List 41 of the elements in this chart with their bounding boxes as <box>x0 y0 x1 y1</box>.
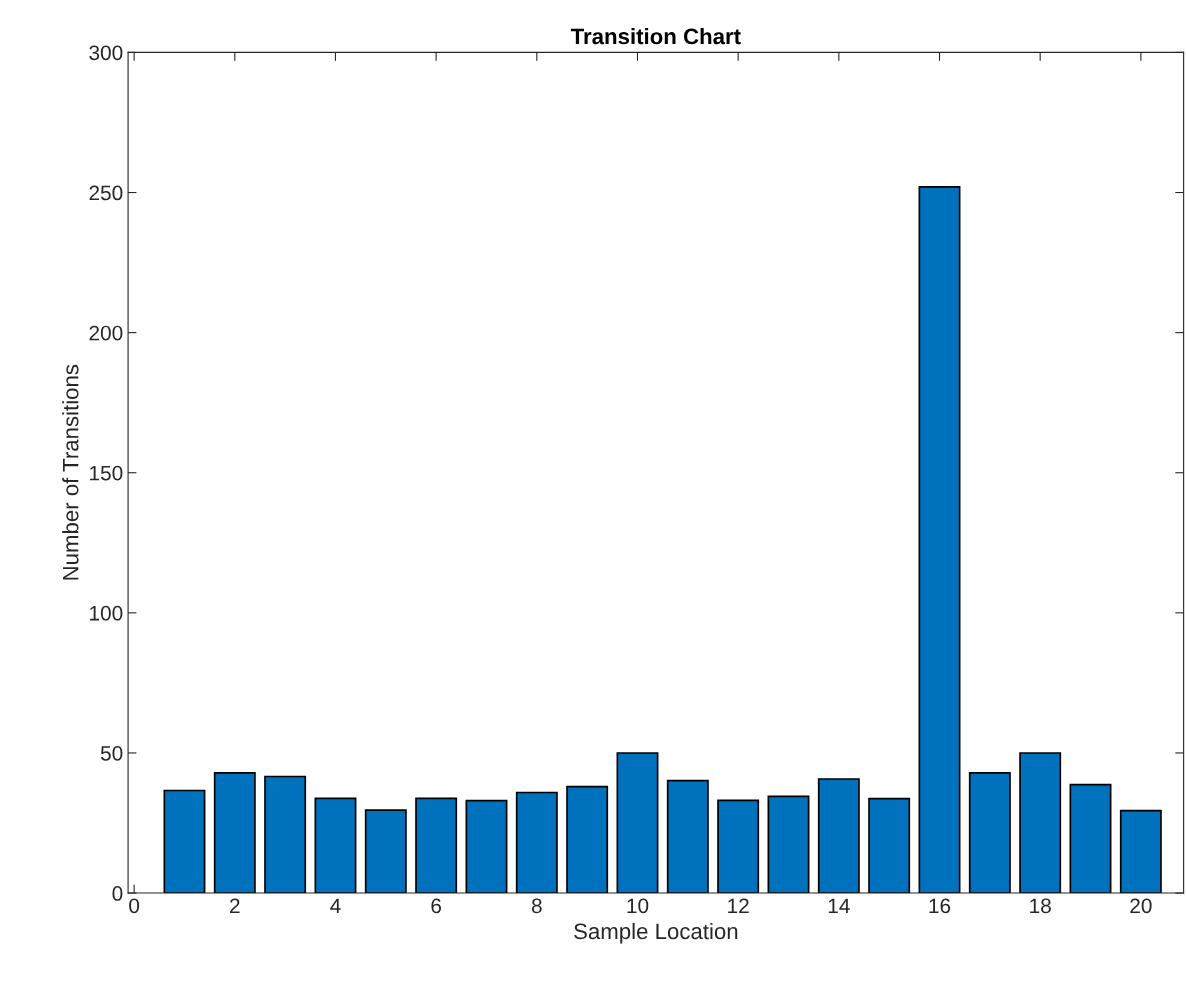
y-tick-label: 300 <box>89 45 123 61</box>
bar <box>364 809 407 894</box>
x-tick-label: 12 <box>728 898 749 914</box>
x-tick-label: 0 <box>129 898 140 914</box>
bar <box>1069 783 1112 894</box>
bar <box>968 772 1011 894</box>
bar <box>566 785 609 894</box>
x-tick-label: 2 <box>230 898 240 914</box>
bar <box>918 186 961 894</box>
x-tick-label: 4 <box>330 898 341 914</box>
bar <box>767 795 810 894</box>
y-tick-label: 150 <box>90 465 123 481</box>
bar <box>1019 752 1062 894</box>
x-tick-label: 18 <box>1030 898 1051 914</box>
chart-title: Transition Chart <box>570 27 741 45</box>
x-tick-label: 14 <box>828 898 850 914</box>
bar <box>1119 809 1162 894</box>
x-tick-label: 8 <box>531 898 542 914</box>
y-tick-label: 200 <box>89 325 123 341</box>
bar <box>415 797 458 894</box>
bar <box>717 799 760 894</box>
y-axis-title: Number of Transitions <box>62 364 79 580</box>
bar <box>213 772 256 894</box>
y-tick-label: 100 <box>90 605 123 621</box>
bar <box>314 797 357 894</box>
bar <box>616 752 659 894</box>
bar <box>868 797 911 894</box>
x-axis-title: Sample Location <box>574 922 738 944</box>
y-tick-label: 0 <box>112 886 123 901</box>
x-tick-label: 20 <box>1130 898 1152 914</box>
y-tick-label: 250 <box>89 185 123 201</box>
bar <box>264 775 307 894</box>
bar <box>666 779 709 894</box>
bar <box>465 799 508 894</box>
bar <box>817 778 860 894</box>
y-tick-label: 50 <box>100 745 123 761</box>
bar <box>515 791 558 894</box>
bar <box>163 789 206 894</box>
x-tick-label: 10 <box>627 898 649 914</box>
x-tick-label: 16 <box>929 898 951 914</box>
x-tick-label: 6 <box>431 898 442 914</box>
